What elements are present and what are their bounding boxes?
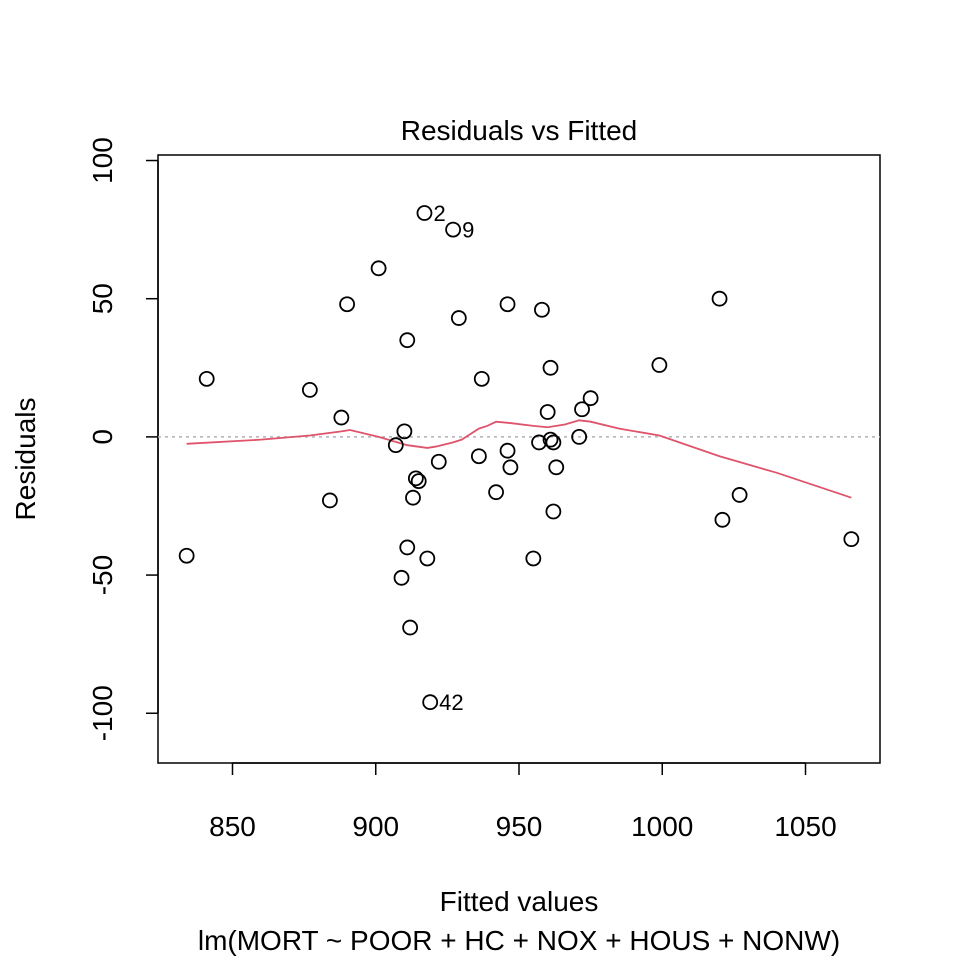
data-point [574, 401, 590, 418]
data-point [370, 260, 387, 277]
data-point [711, 290, 728, 307]
data-point [387, 437, 404, 454]
data-point [571, 428, 588, 445]
data-point [301, 382, 318, 398]
data-point [402, 619, 419, 636]
x-tick-label: 1000 [631, 811, 693, 842]
x-tick-label: 950 [496, 811, 543, 842]
data-point [416, 205, 433, 221]
data-point [539, 404, 556, 420]
x-tick-label: 850 [209, 811, 256, 842]
data-point [731, 487, 748, 503]
y-tick-label: -100 [87, 685, 118, 741]
data-point [322, 492, 338, 509]
data-point [499, 442, 516, 459]
data-point [410, 473, 427, 490]
data-point [405, 489, 421, 506]
data-point [393, 569, 410, 586]
data-point [534, 301, 550, 318]
data-point [542, 431, 559, 448]
y-tick-label: -50 [87, 555, 118, 595]
data-point [545, 503, 562, 520]
y-tick-label: 0 [87, 429, 118, 445]
data-point [333, 409, 350, 426]
x-axis-label: Fitted values [440, 886, 599, 917]
data-point [843, 531, 860, 548]
data-point [542, 359, 559, 376]
point-label: 42 [439, 690, 463, 715]
data-point [339, 296, 355, 313]
points-layer [178, 205, 860, 711]
data-point [545, 434, 562, 451]
point-labels-layer: 2 42 9 [433, 201, 474, 715]
data-point [548, 459, 565, 476]
data-point [178, 547, 195, 564]
data-point [488, 484, 504, 501]
point-label: 2 [433, 201, 445, 226]
data-point [198, 370, 215, 387]
data-point [407, 470, 424, 487]
data-point [651, 357, 668, 373]
data-point [714, 511, 731, 528]
data-point [399, 332, 416, 349]
data-point [525, 550, 542, 567]
data-point [430, 453, 447, 470]
data-point [445, 221, 462, 238]
x-tick-label: 1050 [774, 811, 836, 842]
smoother-line [186, 419, 852, 499]
data-point [422, 694, 439, 711]
y-tick-label: 100 [87, 137, 118, 184]
data-point [396, 423, 413, 440]
y-axis-label: Residuals [10, 398, 41, 521]
x-tick-label: 900 [352, 811, 399, 842]
y-tick-label: 50 [87, 283, 118, 314]
data-point [582, 390, 599, 407]
data-point [399, 539, 416, 556]
data-point [499, 296, 516, 313]
y-axis: -100 -50 0 50 100 [87, 137, 159, 741]
data-point [450, 310, 467, 326]
data-point [502, 459, 519, 476]
data-point [473, 370, 490, 387]
data-point [419, 550, 436, 567]
chart-title: Residuals vs Fitted [401, 115, 638, 146]
x-axis: 850 900 950 1000 1050 [209, 762, 837, 842]
point-label: 9 [462, 218, 474, 243]
chart-subtitle: lm(MORT ~ POOR + HC + NOX + HOUS + NONW) [198, 925, 840, 956]
data-point [470, 448, 487, 465]
plot-frame [157, 154, 881, 764]
